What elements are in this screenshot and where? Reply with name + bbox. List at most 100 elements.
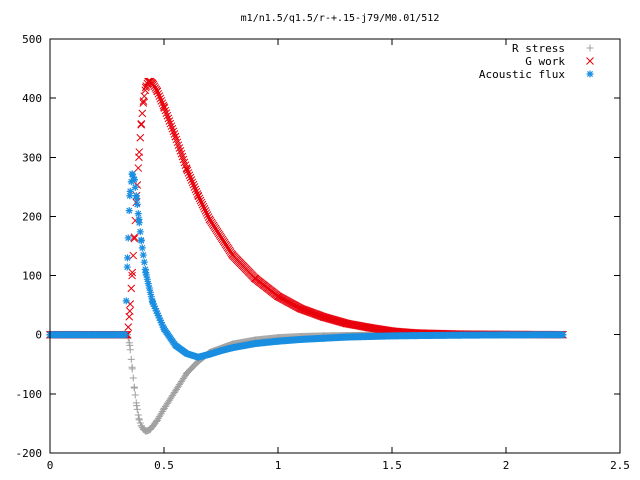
data-point xyxy=(155,92,164,101)
data-point xyxy=(195,194,204,203)
data-point xyxy=(157,96,166,105)
data-point xyxy=(190,183,199,191)
data-point xyxy=(149,298,157,306)
data-point xyxy=(188,178,197,187)
data-point xyxy=(184,169,193,177)
data-point xyxy=(141,83,150,92)
data-point xyxy=(131,391,139,399)
data-point xyxy=(502,331,510,339)
legend-label: G work xyxy=(525,55,565,68)
y-tick-label: 200 xyxy=(22,210,42,223)
data-point xyxy=(125,307,134,315)
data-point xyxy=(123,263,131,271)
x-tick-label: 0.5 xyxy=(154,459,174,472)
data-point xyxy=(156,94,165,103)
legend-label: Acoustic flux xyxy=(479,68,565,81)
x-tick-label: 1.5 xyxy=(382,459,402,472)
data-point xyxy=(171,341,179,349)
data-point xyxy=(179,155,188,164)
data-point xyxy=(186,173,195,182)
data-point xyxy=(156,316,164,324)
y-tick-label: 400 xyxy=(22,92,42,105)
data-point xyxy=(134,210,142,218)
data-point xyxy=(128,170,136,178)
data-point xyxy=(126,300,135,308)
data-point xyxy=(128,268,137,277)
y-tick-label: -200 xyxy=(16,447,43,460)
data-point xyxy=(297,335,305,343)
data-point xyxy=(228,251,237,259)
data-point xyxy=(134,164,143,172)
data-point xyxy=(206,350,214,358)
data-point xyxy=(158,321,166,329)
data-point xyxy=(559,331,567,339)
y-tick-label: 100 xyxy=(22,270,42,283)
data-point xyxy=(251,274,260,283)
data-point xyxy=(189,180,198,189)
data-point xyxy=(388,332,396,340)
data-point xyxy=(152,307,160,315)
y-tick-label: 300 xyxy=(22,151,42,164)
data-point xyxy=(129,374,137,382)
data-point xyxy=(168,124,177,133)
data-point xyxy=(125,207,133,215)
legend-marker xyxy=(586,44,594,52)
x-tick-label: 2.5 xyxy=(610,459,630,472)
data-point xyxy=(177,149,186,158)
data-point xyxy=(199,202,208,211)
data-point xyxy=(173,138,182,147)
data-point xyxy=(191,185,200,194)
data-point xyxy=(160,103,168,111)
data-point xyxy=(155,314,163,322)
data-point xyxy=(204,213,213,221)
data-point xyxy=(139,251,147,259)
data-point xyxy=(135,153,143,162)
data-point xyxy=(137,120,146,129)
data-point xyxy=(165,117,174,125)
data-point xyxy=(205,215,214,224)
y-tick-label: -100 xyxy=(16,388,43,401)
data-point xyxy=(137,422,145,430)
data-point xyxy=(149,300,157,308)
data-point xyxy=(130,176,138,184)
data-point xyxy=(319,313,328,321)
data-point xyxy=(154,312,162,320)
data-point xyxy=(136,228,144,236)
data-point xyxy=(159,101,168,110)
plot-frame xyxy=(49,38,621,454)
data-point xyxy=(133,200,141,208)
data-point xyxy=(148,79,157,88)
series-acoustic-flux xyxy=(46,170,567,361)
data-point xyxy=(174,141,183,150)
data-point xyxy=(136,419,144,427)
data-point xyxy=(159,323,167,331)
data-point xyxy=(137,236,145,244)
data-point xyxy=(185,171,194,180)
plot-marks xyxy=(46,77,567,435)
data-point xyxy=(158,99,167,108)
data-point xyxy=(162,109,171,118)
data-point xyxy=(200,204,209,213)
data-point xyxy=(251,340,259,348)
data-point xyxy=(139,97,148,105)
data-point xyxy=(126,341,134,349)
data-point xyxy=(144,280,152,288)
data-point xyxy=(129,173,137,181)
data-point xyxy=(176,147,185,155)
data-point xyxy=(143,275,151,283)
data-point xyxy=(196,196,205,205)
data-point xyxy=(139,99,148,107)
data-point xyxy=(149,422,157,430)
data-point xyxy=(131,183,139,191)
data-point xyxy=(192,187,201,196)
data-point xyxy=(175,144,184,152)
data-point xyxy=(194,191,203,200)
data-point xyxy=(126,192,134,200)
data-point xyxy=(202,209,211,217)
data-point xyxy=(197,198,206,207)
data-point xyxy=(145,284,153,292)
data-point xyxy=(411,332,419,340)
data-point xyxy=(127,355,135,363)
